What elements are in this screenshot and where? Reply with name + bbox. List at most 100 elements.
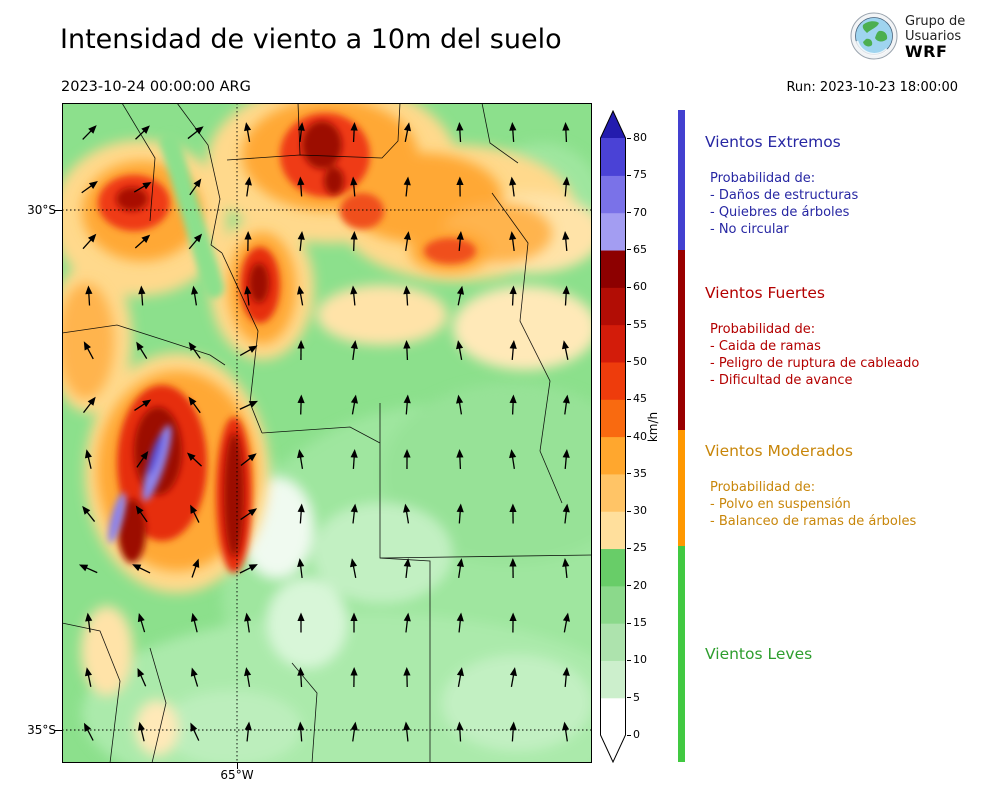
wind-arrow xyxy=(456,285,465,306)
colorbar-tick-mark xyxy=(627,249,631,251)
colorbar-segment xyxy=(600,436,626,475)
colorbar-unit-label: km/h xyxy=(646,411,660,443)
wind-arrow xyxy=(136,341,148,359)
logo-org-line1: Grupo de xyxy=(905,13,966,29)
colorbar-tick-label: 80 xyxy=(633,131,647,144)
wind-arrow xyxy=(456,612,464,633)
legend-section-title: Vientos Moderados xyxy=(705,442,853,460)
wind-arrow xyxy=(84,449,92,469)
legend-section-extremos: Vientos Extremos Probabilidad de: - Daño… xyxy=(705,133,990,239)
wind-arrow xyxy=(403,122,412,142)
wind-arrow xyxy=(239,345,258,357)
wind-arrow xyxy=(562,285,570,306)
wind-arrow xyxy=(297,285,305,306)
colorbar-tick-mark xyxy=(627,137,631,139)
wind-arrow xyxy=(135,125,150,140)
legend-section-fuertes: Vientos Fuertes Probabilidad de: - Caida… xyxy=(705,284,990,390)
wind-arrow xyxy=(509,667,517,687)
wind-arrow xyxy=(403,612,411,633)
wind-arrow xyxy=(350,449,358,470)
colorbar-tick-mark xyxy=(627,174,631,176)
globe-icon xyxy=(850,12,898,60)
colorbar-tick-mark xyxy=(627,361,631,363)
wind-arrow xyxy=(297,558,305,579)
colorbar-segment xyxy=(600,511,626,550)
wind-arrow xyxy=(562,721,570,742)
colorbar-tick-label: 25 xyxy=(633,541,647,555)
legend-item: - Daños de estructuras xyxy=(710,188,859,203)
colorbar-segment xyxy=(600,324,626,363)
wind-arrow xyxy=(244,667,252,687)
colorbar-tick-mark xyxy=(627,697,631,699)
legend-item: - Peligro de ruptura de cableado xyxy=(710,356,920,371)
wind-arrow xyxy=(456,340,464,360)
wind-arrow xyxy=(403,231,411,251)
wind-field-extreme-blue-layer xyxy=(108,424,172,544)
wind-arrow xyxy=(134,234,151,249)
wind-arrow xyxy=(562,667,570,688)
wind-arrow xyxy=(403,721,411,742)
wind-intensity-map xyxy=(48,83,682,800)
legend-section-moderados: Vientos Moderados Probabilidad de: - Pol… xyxy=(705,442,990,531)
colorbar-tick-mark xyxy=(627,659,631,661)
wind-arrow xyxy=(456,503,464,524)
colorbar-tick-label: 55 xyxy=(633,317,647,331)
wind-arrow xyxy=(509,340,517,361)
wind-arrow xyxy=(297,667,305,688)
wind-arrow xyxy=(403,394,411,415)
wind-arrow xyxy=(240,508,258,521)
colorbar-tick-mark xyxy=(627,622,631,624)
wind-arrow xyxy=(509,503,517,524)
wind-arrow xyxy=(244,176,252,197)
colorbar-segment xyxy=(600,697,626,736)
legend-item: - Quiebres de árboles xyxy=(710,205,850,220)
wind-arrow xyxy=(83,722,94,741)
wind-arrow xyxy=(456,176,464,197)
legend-bar-segment xyxy=(678,430,685,546)
wind-arrow xyxy=(350,231,358,252)
wind-arrow xyxy=(244,721,252,742)
legend-bar-segment xyxy=(678,250,685,430)
wind-arrow xyxy=(240,453,257,467)
wind-arrow xyxy=(188,396,201,414)
wind-arrow xyxy=(297,122,305,143)
wind-arrow xyxy=(83,341,94,360)
legend-section-title: Vientos Extremos xyxy=(705,133,841,151)
wind-arrow xyxy=(509,394,517,415)
wind-arrow xyxy=(403,340,411,361)
colorbar-tick-label: 65 xyxy=(633,242,647,256)
colorbar-tick-mark xyxy=(627,436,631,437)
wind-arrow xyxy=(350,503,358,524)
colorbar-tick-mark xyxy=(627,510,631,512)
wind-arrow xyxy=(82,233,97,250)
wind-arrow xyxy=(297,503,305,524)
colorbar-tick-label: 45 xyxy=(633,392,647,406)
colorbar-tick-mark xyxy=(627,473,631,475)
legend-section-leves: Vientos Leves xyxy=(705,645,990,683)
wind-arrow xyxy=(562,503,570,524)
wind-arrow xyxy=(350,721,358,742)
wind-arrow xyxy=(187,126,204,140)
colorbar-segment xyxy=(600,212,626,251)
wind-arrow xyxy=(81,181,98,194)
wind-arrow xyxy=(403,503,411,524)
colorbar-segment xyxy=(600,249,626,288)
model-run-label: Run: 2023-10-23 18:00:00 xyxy=(786,80,958,95)
wind-arrow xyxy=(297,394,305,415)
wind-arrow xyxy=(190,722,200,741)
wind-arrow xyxy=(244,612,252,633)
wind-arrow xyxy=(191,558,200,578)
colorbar-tick-label: 60 xyxy=(633,280,647,294)
wind-arrow xyxy=(509,721,517,742)
legend-bar-segment xyxy=(678,110,685,250)
colorbar-tick-label: 75 xyxy=(633,168,647,182)
wind-arrow xyxy=(244,285,252,306)
wind-arrow xyxy=(137,612,146,633)
colorbar-segment xyxy=(600,585,626,624)
wind-arrow xyxy=(456,231,464,252)
y-axis-tick-30s: 30°S xyxy=(27,203,56,217)
map-canvas xyxy=(48,83,682,800)
wind-arrow xyxy=(562,176,570,197)
colorbar-tick-mark xyxy=(627,734,631,736)
